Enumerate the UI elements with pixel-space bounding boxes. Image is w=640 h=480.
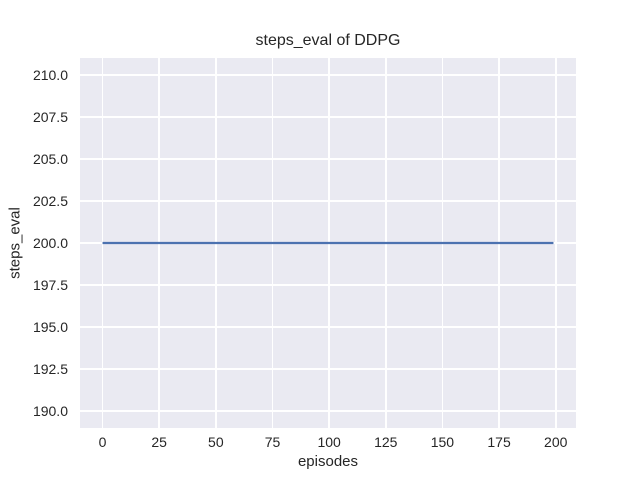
y-tick-label: 197.5 [32, 277, 68, 294]
gridline-horizontal [80, 410, 576, 412]
x-tick-label: 175 [487, 434, 511, 450]
gridline-horizontal [80, 74, 576, 76]
gridline-horizontal [80, 284, 576, 286]
y-tick-label: 205.0 [32, 150, 68, 167]
x-axis-label: episodes [297, 453, 359, 470]
x-tick-label: 0 [98, 434, 107, 450]
gridline-horizontal [80, 116, 576, 118]
x-tick-label: 50 [208, 434, 224, 450]
y-tick-label: 190.0 [32, 403, 68, 420]
series-layer [102, 241, 554, 245]
gridline-horizontal [80, 200, 576, 202]
y-tick-label: 210.0 [32, 66, 68, 83]
gridline-horizontal [80, 326, 576, 328]
plot-area [80, 58, 576, 428]
x-tick-label: 200 [544, 434, 568, 450]
x-tick-label: 125 [374, 434, 398, 450]
x-tick-label: 150 [430, 434, 455, 450]
x-tick-label: 75 [264, 434, 281, 450]
y-tick-label: 202.5 [32, 192, 68, 209]
y-tick-label: 200.0 [32, 235, 68, 251]
x-tick-label: 100 [317, 434, 341, 450]
x-tick-label: 25 [151, 434, 167, 450]
gridline-horizontal [80, 158, 576, 160]
y-tick-label: 195.0 [32, 319, 68, 336]
y-tick-label: 192.5 [32, 361, 68, 378]
y-tick-label: 207.5 [32, 108, 68, 125]
chart-title: steps_eval of DDPG [255, 32, 401, 49]
gridline-horizontal [80, 368, 576, 370]
